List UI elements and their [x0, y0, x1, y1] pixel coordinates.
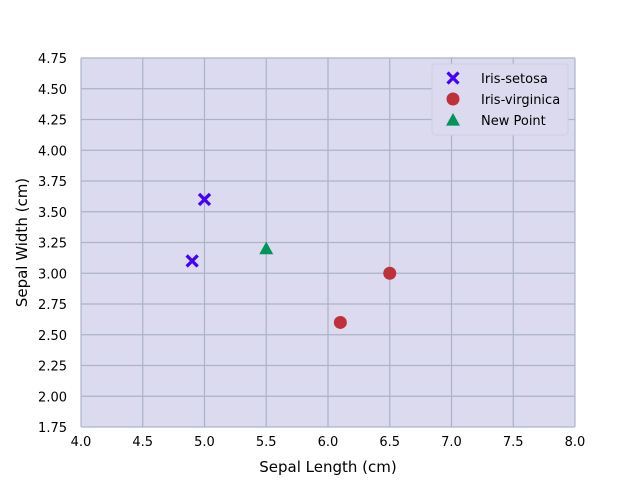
y-tick-label: 2.50: [38, 329, 67, 344]
y-tick-label: 3.50: [38, 206, 67, 221]
x-tick-label: 4.0: [71, 435, 92, 450]
x-tick-label: 6.5: [379, 435, 400, 450]
x-axis-ticks: 4.0 4.5 5.0 5.5 6.0 6.5 7.0 7.5 8.0: [71, 435, 586, 450]
y-tick-label: 2.75: [38, 298, 67, 313]
legend-entry: Iris-setosa: [481, 72, 548, 87]
y-tick-label: 2.00: [38, 390, 67, 405]
data-point: [259, 241, 274, 255]
legend: Iris-setosa Iris-virginica New Point: [431, 63, 569, 136]
x-tick-label: 7.5: [503, 435, 524, 450]
y-tick-label: 2.25: [38, 360, 67, 375]
y-tick-label: 3.75: [38, 175, 67, 190]
legend-entry: New Point: [481, 114, 546, 129]
data-point: [333, 315, 347, 329]
x-tick-label: 4.5: [132, 435, 153, 450]
y-axis-label: Sepal Width (cm): [13, 178, 31, 307]
y-tick-label: 4.00: [38, 144, 67, 159]
data-point: [383, 266, 397, 280]
data-point: [197, 192, 212, 207]
legend-box: [431, 63, 569, 136]
y-tick-label: 4.75: [38, 52, 67, 67]
x-tick-label: 7.0: [441, 435, 462, 450]
x-tick-label: 5.5: [256, 435, 277, 450]
x-tick-label: 5.0: [194, 435, 215, 450]
y-tick-label: 3.00: [38, 267, 67, 282]
legend-marker: [446, 92, 460, 106]
y-axis-ticks: 1.75 2.00 2.25 2.50 2.75 3.00 3.25 3.50 3.75 4.00…: [38, 52, 67, 436]
data-point: [185, 254, 199, 268]
legend-marker: [446, 113, 460, 126]
legend-entry: Iris-virginica: [481, 93, 560, 108]
x-tick-label: 6.0: [318, 435, 339, 450]
y-tick-label: 4.50: [38, 83, 67, 98]
y-tick-label: 3.25: [38, 237, 67, 252]
y-tick-label: 4.25: [38, 114, 67, 129]
x-tick-label: 8.0: [565, 435, 586, 450]
x-axis-label: Sepal Length (cm): [259, 458, 396, 476]
y-tick-label: 1.75: [38, 421, 67, 436]
legend-marker: [446, 71, 460, 85]
data-points: [185, 192, 397, 329]
